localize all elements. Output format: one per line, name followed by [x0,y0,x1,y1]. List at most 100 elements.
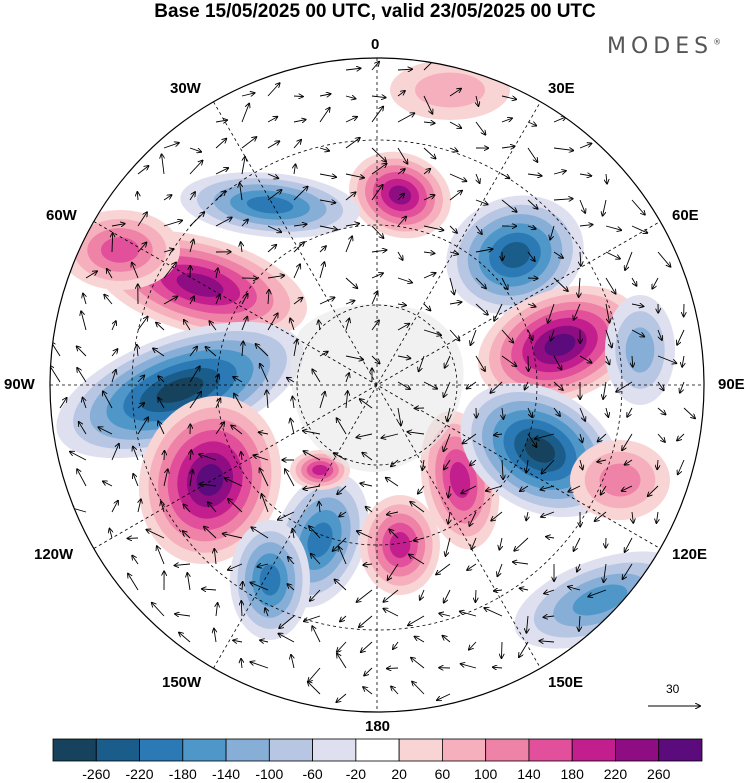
wind-arrow [319,173,336,177]
wind-arrow [241,601,242,617]
wind-arrow [146,530,165,539]
lon-label-30e: 30E [548,80,575,97]
wind-arrow [137,166,149,175]
wind-arrow [423,169,430,175]
antarctica-land [290,304,464,472]
wind-arrow [132,263,139,279]
wind-arrow [216,295,220,305]
wind-arrow [267,313,278,331]
wind-arrow [339,547,347,565]
wind-arrow [539,641,555,642]
wind-arrow [189,212,204,227]
wind-arrow [161,501,164,513]
wind-arrow [303,485,321,489]
wind-arrow [83,294,86,305]
wind-arrow [470,329,477,345]
wind-arrow [204,527,217,539]
wind-arrow [209,321,217,331]
wind-arrow [397,356,410,358]
wind-arrow [70,452,87,461]
wind-arrow [175,564,191,565]
wind-arrow [371,355,380,364]
colorbar-tick-label: 220 [603,766,628,782]
wind-arrow [364,667,373,676]
wind-arrow [604,563,606,582]
wind-arrow [657,251,670,267]
wind-arrow [579,355,592,363]
wind-arrow [541,459,555,474]
wind-arrow [82,398,86,409]
wind-arrow [423,225,443,230]
wind-arrow [397,169,405,175]
wind-arrow [443,381,451,397]
wind-arrow [190,470,193,487]
wind-arrow [551,329,554,341]
wind-arrow [652,277,659,289]
wind-arrow [184,320,191,331]
wind-arrow [606,407,608,417]
wind-arrow [475,199,488,204]
wind-arrow [527,199,538,209]
wind-arrow [501,355,516,366]
map-disc [50,58,704,712]
wind-arrow [241,452,242,461]
wind-arrow [267,173,278,178]
wind-arrow [449,302,461,304]
wind-arrow [59,398,67,409]
wind-arrow [190,450,191,461]
wind-arrow [77,469,87,487]
wind-arrow [360,399,373,409]
wind-arrow [605,251,620,259]
wind-arrow [137,375,144,383]
modes-logo-text: MODES [607,34,714,59]
wind-arrow [79,422,87,435]
wind-arrow [156,323,165,331]
wind-arrow [319,262,324,279]
wind-arrow [260,468,269,487]
wind-arrow [241,219,248,227]
wind-arrow [319,148,329,151]
wind-arrow [574,537,581,551]
wind-arrow [128,574,139,591]
wind-arrow [215,398,220,409]
wind-arrow [345,96,356,99]
wind-arrow [418,485,425,494]
wind-arrow [133,474,139,487]
wind-arrow [467,563,477,570]
wind-arrow [267,190,282,201]
wind-arrow [214,549,216,565]
wind-arrow [520,588,529,590]
latitude-circle [296,304,458,466]
anomaly-contour-fill [312,464,328,476]
colorbar-swatch [658,738,703,762]
wind-arrow [153,348,165,357]
wind-arrow [340,615,347,622]
wind-arrow [260,364,269,383]
wind-arrow [605,277,616,294]
wind-arrow [241,294,248,305]
wind-arrow [152,603,165,617]
wind-arrow [199,454,217,461]
wind-arrow [423,95,432,114]
wind-arrow [294,340,297,357]
colorbar-swatch [528,738,573,762]
wind-arrow [189,366,200,383]
anomaly-field [56,60,686,649]
wind-arrow [356,433,373,437]
colorbar-swatch [398,738,443,762]
wind-arrow [449,89,461,97]
wind-arrow [111,501,118,513]
reference-vector-label: 30 [666,682,680,696]
wind-arrow [335,579,347,591]
colorbar-tick-label: -140 [212,766,241,782]
wind-arrow [259,432,269,434]
wind-arrow [132,556,139,565]
wind-arrow [553,199,573,200]
wind-arrow [606,355,609,364]
wind-arrow [163,296,177,305]
wind-arrow [499,537,502,550]
wind-arrow [228,499,243,513]
colorbar-swatch [615,738,660,762]
map-title: Base 15/05/2025 00 UTC, valid 23/05/2025… [154,1,596,22]
wind-arrow [50,366,61,383]
